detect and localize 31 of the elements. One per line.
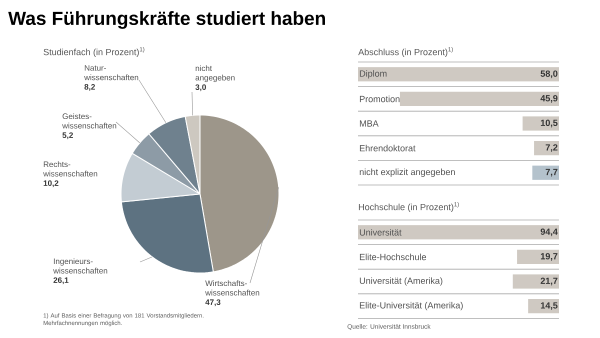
bar — [534, 140, 559, 156]
data-label: 7,7 — [546, 168, 558, 176]
y-tick-label: Diplom — [360, 70, 386, 78]
bar — [400, 92, 559, 106]
data-label: 45,9 — [540, 95, 558, 103]
y-tick-label: Promotion — [360, 96, 400, 102]
chart-title: Was Führungskräfte studiert haben — [8, 11, 325, 29]
y-tick-label: Elite-Universität (Amerika) — [360, 302, 463, 310]
y-tick-label: Universität — [360, 229, 402, 236]
chart-title: Abschluss (in Prozent)$^{1)}$ — [358, 46, 453, 57]
data-label: 94,4 — [540, 228, 558, 236]
bar — [517, 250, 559, 264]
chart-subtitle: Studienfach (in Prozent)$^{1)}$ — [44, 46, 144, 57]
bar — [512, 274, 559, 289]
bar — [358, 67, 559, 82]
data-label: 14,5 — [540, 302, 558, 310]
bar — [358, 225, 559, 240]
data-label: 19,7 — [540, 253, 558, 261]
bar — [528, 298, 559, 314]
y-tick-label: Universität (Amerika) — [360, 277, 442, 286]
data-label: 58,0 — [540, 70, 558, 78]
bar — [532, 166, 559, 180]
chart-title: Hochschule (in Prozent)$^{1)}$ — [358, 202, 459, 212]
y-tick-label: Ehrendoktorat — [360, 144, 416, 152]
data-label: 7,2 — [546, 144, 558, 152]
y-tick-label: MBA — [360, 120, 379, 127]
data-label: 10,5 — [540, 120, 558, 128]
y-tick-label: Elite-Hochschule — [360, 254, 426, 260]
data-label: 21,7 — [540, 278, 558, 286]
bar — [522, 116, 559, 131]
y-tick-label: nicht explizit angegeben — [360, 168, 455, 177]
